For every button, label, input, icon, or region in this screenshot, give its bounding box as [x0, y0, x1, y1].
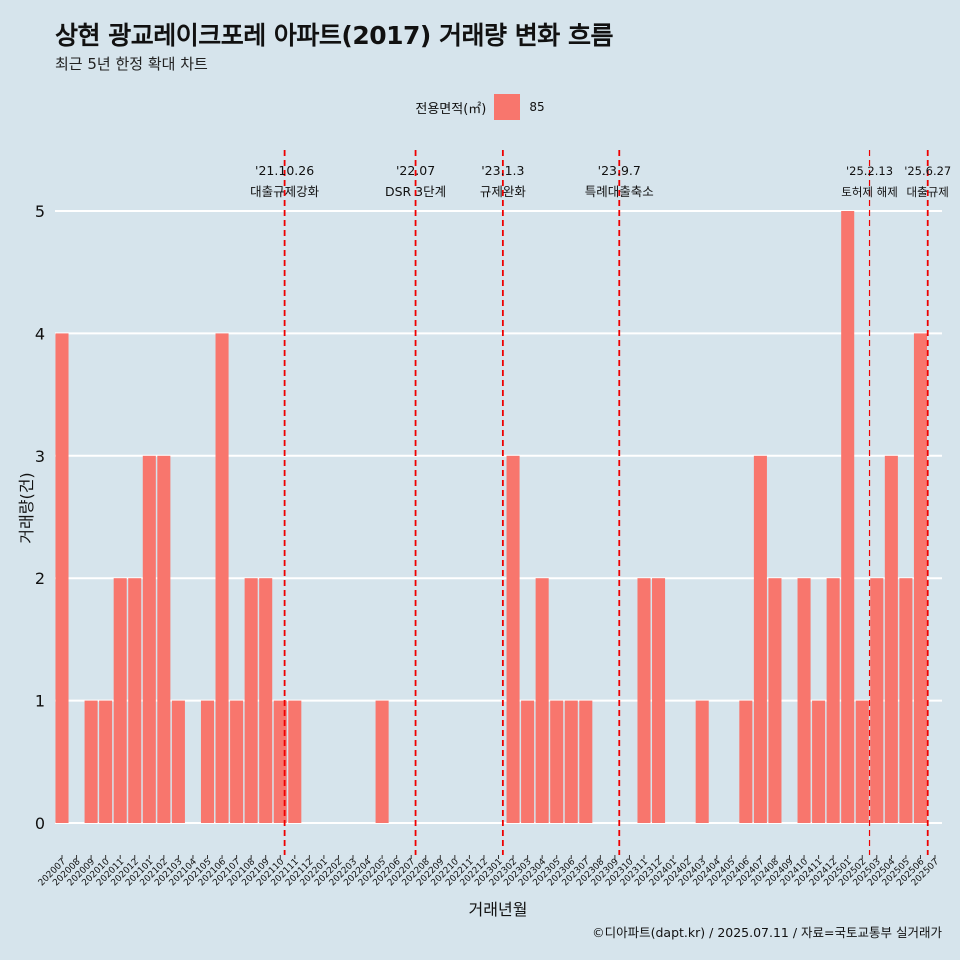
- event-date-label: '21.10.26: [255, 163, 314, 178]
- bar: [259, 578, 273, 823]
- y-tick-label: 0: [35, 814, 45, 833]
- bar: [113, 578, 127, 823]
- bar: [535, 578, 549, 823]
- y-tick-label: 3: [35, 447, 45, 466]
- bar: [171, 700, 185, 823]
- event-label: DSR 3단계: [385, 184, 446, 199]
- event-label: 대출규제강화: [250, 184, 320, 199]
- bar: [521, 700, 535, 823]
- bar: [273, 700, 287, 823]
- bar: [768, 578, 782, 823]
- legend-label: 85: [529, 100, 545, 114]
- bar: [913, 333, 927, 823]
- event-date-label: '22.07: [396, 163, 435, 178]
- bar: [215, 333, 229, 823]
- legend-swatch: [494, 94, 521, 120]
- chart-subtitle: 최근 5년 한정 확대 차트: [55, 55, 208, 73]
- bar: [753, 455, 767, 823]
- bar: [288, 700, 302, 823]
- event-label: 특례대출축소: [585, 184, 654, 199]
- bar: [200, 700, 215, 823]
- event-date-label: '23.1.3: [481, 163, 524, 178]
- event-date-label: '25.6.27: [904, 164, 951, 178]
- event-date-label: '25.2.13: [846, 164, 893, 178]
- y-tick-label: 2: [35, 569, 45, 588]
- legend-title: 전용면적(㎡): [415, 101, 487, 117]
- bar: [84, 700, 98, 823]
- chart-title: 상현 광교레이크포레 아파트(2017) 거래량 변화 흐름: [55, 21, 613, 50]
- bar: [695, 700, 709, 823]
- event-date-label: '23.9.7: [598, 163, 641, 178]
- bar: [99, 700, 113, 823]
- bar: [142, 455, 156, 823]
- bar: [841, 211, 855, 823]
- bar: [652, 578, 666, 823]
- bar: [855, 700, 869, 823]
- legend: 전용면적(㎡) 85: [0, 94, 960, 120]
- y-tick-label: 1: [35, 692, 45, 711]
- x-axis-title: 거래년월: [469, 900, 528, 919]
- bar: [564, 700, 578, 823]
- bar: [128, 578, 142, 823]
- bar: [899, 578, 913, 823]
- bar: [375, 700, 389, 823]
- bar: [870, 578, 884, 823]
- y-tick-label: 5: [35, 202, 45, 221]
- source-caption: ©디아파트(dapt.kr) / 2025.07.11 / 자료=국토교통부 실…: [592, 925, 942, 940]
- bar: [812, 700, 826, 823]
- bar: [884, 455, 898, 823]
- bar: [550, 700, 564, 823]
- bar: [55, 333, 69, 823]
- bar: [157, 455, 171, 823]
- event-label: 토허제 해제: [841, 185, 898, 199]
- bar: [826, 578, 840, 823]
- y-tick-label: 4: [35, 324, 45, 343]
- y-axis-title: 거래량(건): [17, 472, 36, 543]
- bar: [739, 700, 753, 823]
- event-label: 대출규제: [907, 185, 949, 199]
- event-label: 규제완화: [480, 184, 527, 199]
- bar: [637, 578, 651, 823]
- bar: [579, 700, 593, 823]
- bar: [230, 700, 244, 823]
- bar: [797, 578, 811, 823]
- bar: [506, 455, 520, 823]
- bar: [244, 578, 258, 823]
